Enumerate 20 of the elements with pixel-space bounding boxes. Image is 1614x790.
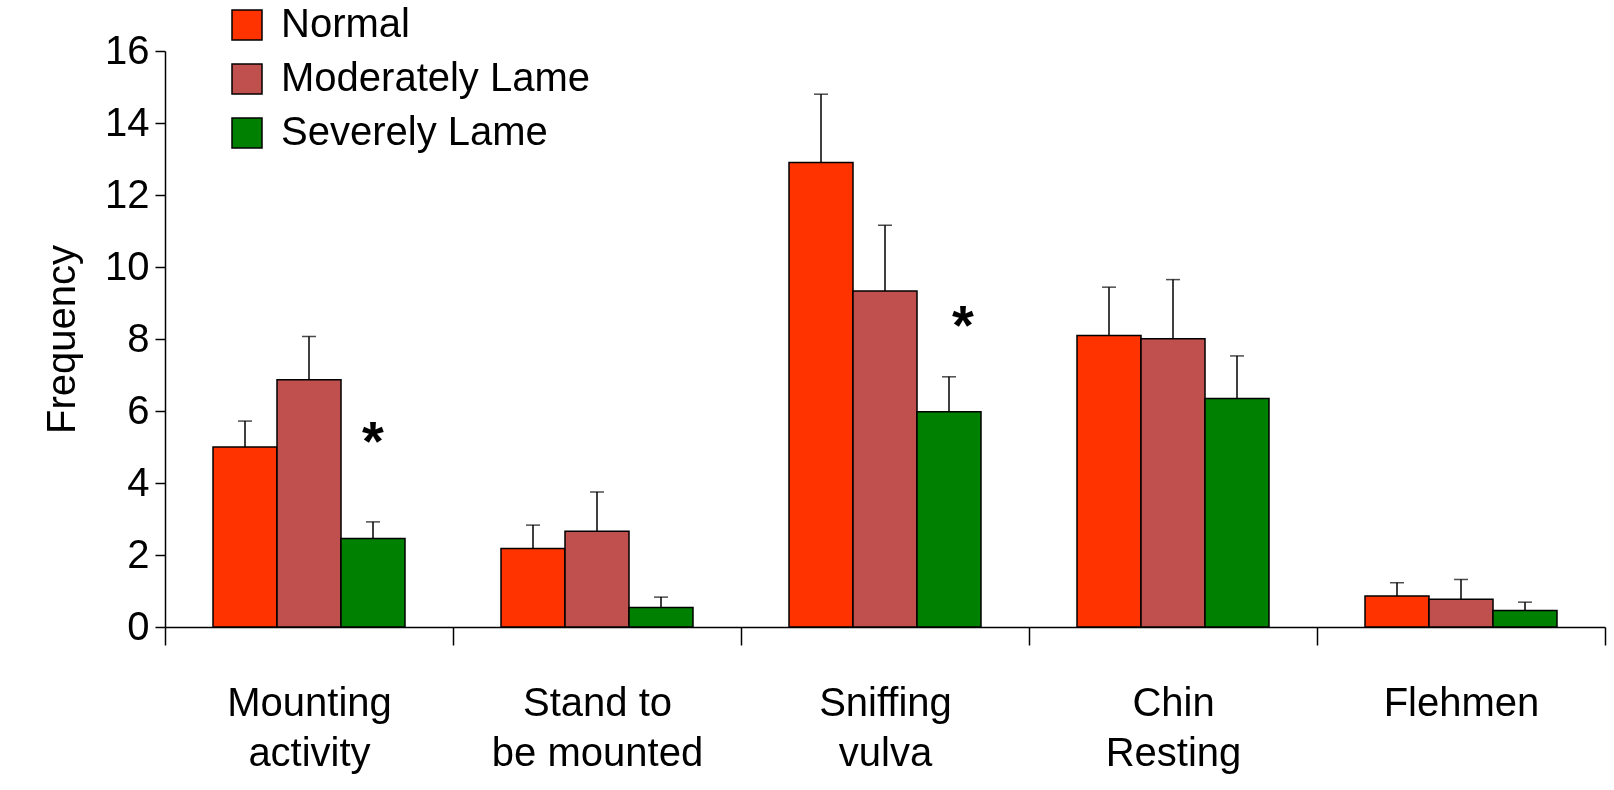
y-tick-label: 14 [105, 99, 150, 144]
y-tick-label: 10 [105, 243, 150, 288]
x-tick-label: Flehmen [1383, 679, 1540, 724]
y-tick-label: 8 [127, 315, 150, 360]
legend-label: Moderately Lame [281, 55, 591, 99]
y-axis-title: Frequency [39, 245, 84, 434]
x-tick-label: Mounting activity [227, 679, 392, 774]
y-tick-label: 4 [127, 459, 150, 504]
y-tick-label: 0 [127, 603, 150, 648]
legend-label: Normal [281, 1, 410, 45]
x-tick-label: Chin Resting [1105, 679, 1242, 774]
x-tick-label: Stand to be mounted [491, 679, 704, 774]
y-tick-label: 16 [105, 27, 150, 72]
annotation: * [362, 409, 385, 472]
legend-label: Severely Lame [281, 109, 548, 153]
annotation: * [952, 293, 975, 356]
x-tick-label: Sniffing vulva [819, 679, 952, 774]
y-tick-label: 2 [127, 531, 150, 576]
y-tick-label: 6 [127, 387, 150, 432]
y-tick-label: 12 [105, 171, 150, 216]
